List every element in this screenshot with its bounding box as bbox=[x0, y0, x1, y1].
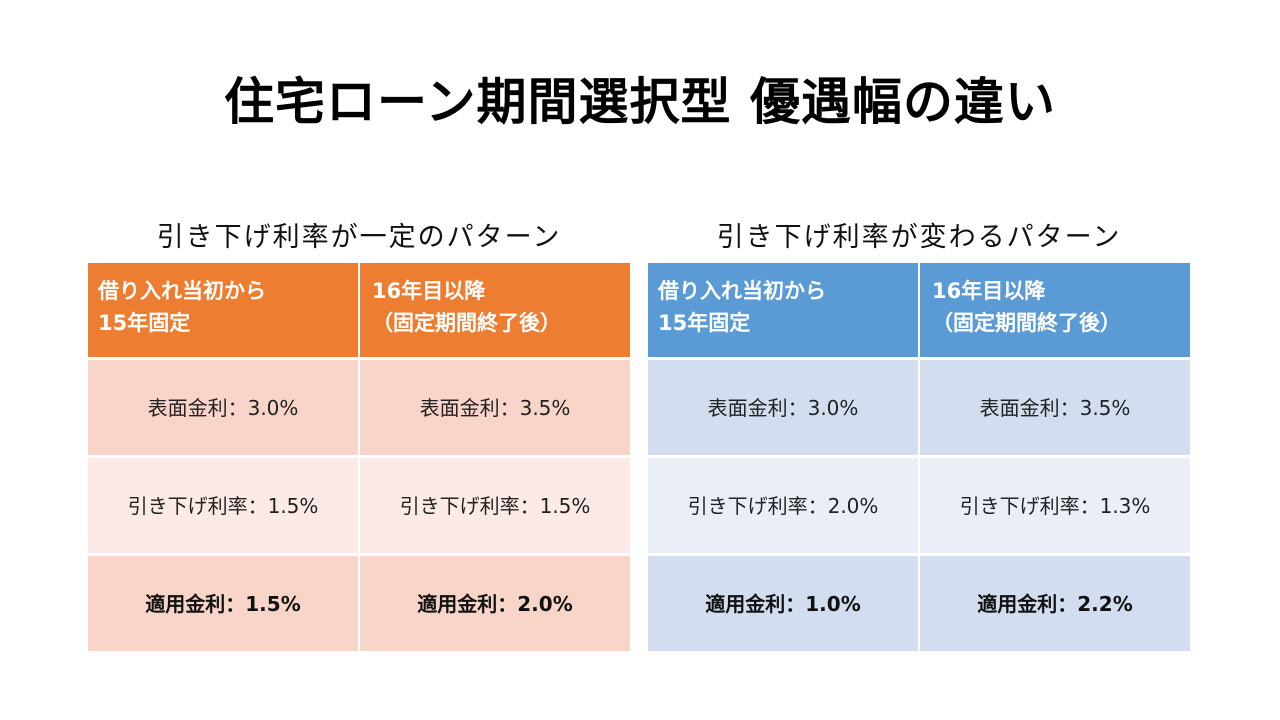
discount-rate-cell: 引き下げ利率：1.5% bbox=[88, 458, 358, 553]
discount-rate-cell: 引き下げ利率：1.3% bbox=[920, 458, 1190, 553]
surface-rate-cell: 表面金利：3.0% bbox=[648, 360, 918, 455]
header-line: 15年固定 bbox=[98, 311, 191, 335]
applied-rate-cell: 適用金利：2.0% bbox=[360, 556, 630, 651]
rate-table: 借り入れ当初から 15年固定 16年目以降 （固定期間終了後） 表面金利：3.0… bbox=[648, 263, 1190, 651]
header-line: 16年目以降 bbox=[932, 279, 1046, 303]
panel-title: 引き下げ利率が変わるパターン bbox=[716, 222, 1122, 253]
rate-table: 借り入れ当初から 15年固定 16年目以降 （固定期間終了後） 表面金利：3.0… bbox=[88, 263, 630, 651]
header-after-period: 16年目以降 （固定期間終了後） bbox=[360, 263, 630, 357]
surface-rate-cell: 表面金利：3.5% bbox=[360, 360, 630, 455]
fixed-discount-panel: 引き下げ利率が一定のパターン 借り入れ当初から 15年固定 16年目以降 （固定… bbox=[88, 218, 630, 651]
header-line: 15年固定 bbox=[658, 311, 751, 335]
discount-rate-cell: 引き下げ利率：1.5% bbox=[360, 458, 630, 553]
header-line: 16年目以降 bbox=[372, 279, 486, 303]
header-line: （固定期間終了後） bbox=[372, 311, 561, 335]
panel-title: 引き下げ利率が一定のパターン bbox=[156, 222, 562, 253]
header-after-period: 16年目以降 （固定期間終了後） bbox=[920, 263, 1190, 357]
header-line: （固定期間終了後） bbox=[932, 311, 1121, 335]
surface-rate-cell: 表面金利：3.0% bbox=[88, 360, 358, 455]
applied-rate-cell: 適用金利：1.5% bbox=[88, 556, 358, 651]
header-initial-period: 借り入れ当初から 15年固定 bbox=[648, 263, 918, 357]
header-initial-period: 借り入れ当初から 15年固定 bbox=[88, 263, 358, 357]
surface-rate-cell: 表面金利：3.5% bbox=[920, 360, 1190, 455]
header-line: 借り入れ当初から bbox=[98, 279, 266, 303]
applied-rate-cell: 適用金利：2.2% bbox=[920, 556, 1190, 651]
header-line: 借り入れ当初から bbox=[658, 279, 826, 303]
variable-discount-panel: 引き下げ利率が変わるパターン 借り入れ当初から 15年固定 16年目以降 （固定… bbox=[648, 218, 1190, 651]
page-title: 住宅ローン期間選択型 優遇幅の違い bbox=[224, 73, 1056, 131]
discount-rate-cell: 引き下げ利率：2.0% bbox=[648, 458, 918, 553]
applied-rate-cell: 適用金利：1.0% bbox=[648, 556, 918, 651]
